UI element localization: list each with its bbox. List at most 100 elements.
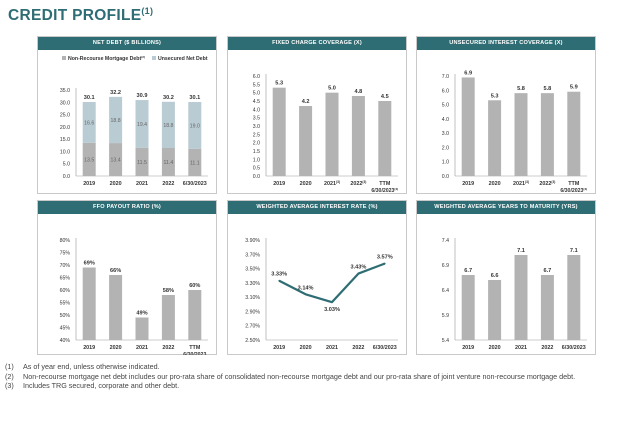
- page-title: CREDIT PROFILE(1): [8, 6, 154, 24]
- y-tick-label: 70%: [60, 263, 71, 269]
- x-tick-label: 2019: [462, 345, 474, 351]
- bar: [161, 295, 175, 340]
- x-tick-label: 2020: [110, 181, 122, 187]
- x-tick-label: 2020: [300, 181, 312, 187]
- x-tick-label: 2021(3): [324, 180, 340, 187]
- bar-value-label: 58%: [163, 288, 174, 294]
- y-tick-label: 2.90%: [245, 309, 260, 315]
- y-tick-label: 15.0: [60, 137, 70, 143]
- bar: [567, 255, 581, 340]
- bar: [188, 290, 202, 340]
- bar-segment-label: 13.5: [84, 157, 94, 163]
- y-tick-label: 0.0: [442, 174, 449, 180]
- bar-unsecured: [188, 102, 202, 149]
- x-tick-label: 2019: [83, 181, 95, 187]
- y-tick-label: 3.70%: [245, 252, 260, 258]
- x-tick-label: 2021: [515, 345, 527, 351]
- y-tick-label: 5.5: [253, 82, 260, 88]
- x-tick-label: 2020: [110, 345, 122, 351]
- x-tick-label: TTM: [189, 345, 201, 351]
- fixed-charge-title: FIXED CHARGE COVERAGE (X): [228, 37, 406, 50]
- bar-segment-label: 13.4: [111, 158, 121, 164]
- bar-value-label: 6.7: [544, 268, 552, 274]
- y-tick-label: 80%: [60, 238, 71, 244]
- y-tick-label: 2.0: [253, 141, 260, 147]
- y-tick-label: 2.50%: [245, 338, 260, 344]
- x-tick-label: 2022(3): [350, 180, 366, 187]
- y-tick-label: 4.5: [253, 99, 260, 105]
- unsecured-interest-panel: UNSECURED INTEREST COVERAGE (X) 0.0 1.0 2.…: [416, 36, 596, 194]
- bar-value-label: 4.2: [302, 99, 310, 105]
- y-tick-label: 0.0: [63, 174, 70, 180]
- bar: [488, 100, 502, 176]
- fixed-charge-chart: 0.0 0.5 1.0 1.5 2.0 2.5 3.0 3.5 4.0 4.5 5.0 5.5 6.0 2…: [253, 74, 398, 194]
- y-tick-label: 3.30%: [245, 281, 260, 287]
- y-tick-label: 45%: [60, 326, 71, 332]
- x-tick-label: 2021: [136, 345, 148, 351]
- x-tick-label: 2021: [326, 345, 338, 351]
- y-tick-label: 3.0: [442, 131, 449, 137]
- x-tick-label: 6/30/2023: [183, 181, 207, 187]
- bar-total-label: 30.2: [163, 95, 174, 101]
- legend-label: Non-Recourse Mortgage Debt(2): [68, 55, 145, 62]
- point-value-label: 3.03%: [324, 307, 340, 313]
- x-tick-label: 2021(3): [513, 180, 529, 187]
- line-point: [278, 279, 280, 282]
- y-tick-label: 0.0: [253, 174, 260, 180]
- y-tick-label: 50%: [60, 313, 71, 319]
- y-tick-label: 3.5: [253, 116, 260, 122]
- y-tick-label: 35.0: [60, 88, 70, 94]
- ffo-payout-chart: 40% 45% 50% 55% 60% 65% 70% 75% 80% 2019 2020 2021 2…: [60, 238, 208, 355]
- point-value-label: 3.14%: [298, 285, 314, 291]
- fixed-charge-panel: FIXED CHARGE COVERAGE (X) 0.0 0.5 1.0 1.5 2.…: [227, 36, 407, 194]
- line-point: [384, 262, 386, 265]
- x-tick-label: 2020: [489, 181, 501, 187]
- y-tick-label: 40%: [60, 338, 71, 344]
- bar: [82, 267, 96, 340]
- weighted-rate-panel: WEIGHTED AVERAGE INTEREST RATE (%) 2.50%…: [227, 200, 407, 355]
- bar-value-label: 5.0: [328, 86, 336, 92]
- ffo-payout-panel: FFO PAYOUT RATIO (%) 40% 45% 50% 55% 60% 65% 7…: [37, 200, 217, 355]
- unsecured-interest-title: UNSECURED INTEREST COVERAGE (X): [417, 37, 595, 50]
- x-tick-label: 2022: [162, 345, 174, 351]
- bar-segment-label: 19.0: [190, 123, 200, 129]
- x-tick-label: 2022: [162, 181, 174, 187]
- y-tick-label: 6.0: [442, 88, 449, 94]
- bar-value-label: 5.3: [275, 81, 283, 87]
- point-value-label: 3.57%: [377, 255, 393, 261]
- bar-value-label: 6.6: [491, 273, 499, 279]
- x-tick-label: 6/30/2023: [562, 345, 586, 351]
- bar-unsecured: [109, 96, 123, 144]
- x-tick-label: 2020: [300, 345, 312, 351]
- y-tick-label: 1.0: [253, 157, 260, 163]
- y-tick-label: 7.4: [442, 238, 449, 244]
- y-tick-label: 60%: [60, 288, 71, 294]
- bar: [135, 317, 149, 340]
- years-maturity-panel: WEIGHTED AVERAGE YEARS TO MATURITY (YRS)…: [416, 200, 596, 355]
- bar-non-recourse: [161, 147, 175, 176]
- x-tick-label: 2019: [273, 181, 285, 187]
- y-tick-label: 2.5: [253, 132, 260, 138]
- bar-total-label: 30.1: [189, 95, 200, 101]
- bar: [514, 93, 528, 176]
- bar: [540, 93, 554, 176]
- point-value-label: 3.43%: [350, 265, 366, 271]
- bar-value-label: 7.1: [517, 248, 525, 254]
- y-tick-label: 25.0: [60, 113, 70, 119]
- y-tick-label: 5.0: [63, 162, 70, 168]
- weighted-rate-title: WEIGHTED AVERAGE INTEREST RATE (%): [228, 201, 406, 214]
- y-tick-label: 5.0: [253, 91, 260, 97]
- unsecured-interest-chart: 0.0 1.0 2.0 3.0 4.0 5.0 6.0 7.0 2019 2020 2021(3) 2…: [442, 70, 587, 194]
- bar-value-label: 5.3: [491, 93, 499, 99]
- bar-segment-label: 11.5: [137, 160, 147, 166]
- bar-total-label: 32.2: [110, 90, 121, 96]
- years-maturity-title: WEIGHTED AVERAGE YEARS TO MATURITY (YRS): [417, 201, 595, 214]
- weighted-rate-chart: 2.50% 2.70% 2.90% 3.10% 3.30% 3.50% 3.70% 3.90%…: [245, 238, 398, 351]
- y-tick-label: 7.0: [442, 74, 449, 80]
- bar-value-label: 60%: [189, 283, 200, 289]
- bar-segment-label: 11.4: [164, 160, 174, 166]
- bar-non-recourse: [135, 147, 149, 176]
- legend-label: Unsecured Net Debt: [158, 56, 208, 62]
- series-line: [278, 262, 386, 304]
- bar-non-recourse: [82, 142, 96, 176]
